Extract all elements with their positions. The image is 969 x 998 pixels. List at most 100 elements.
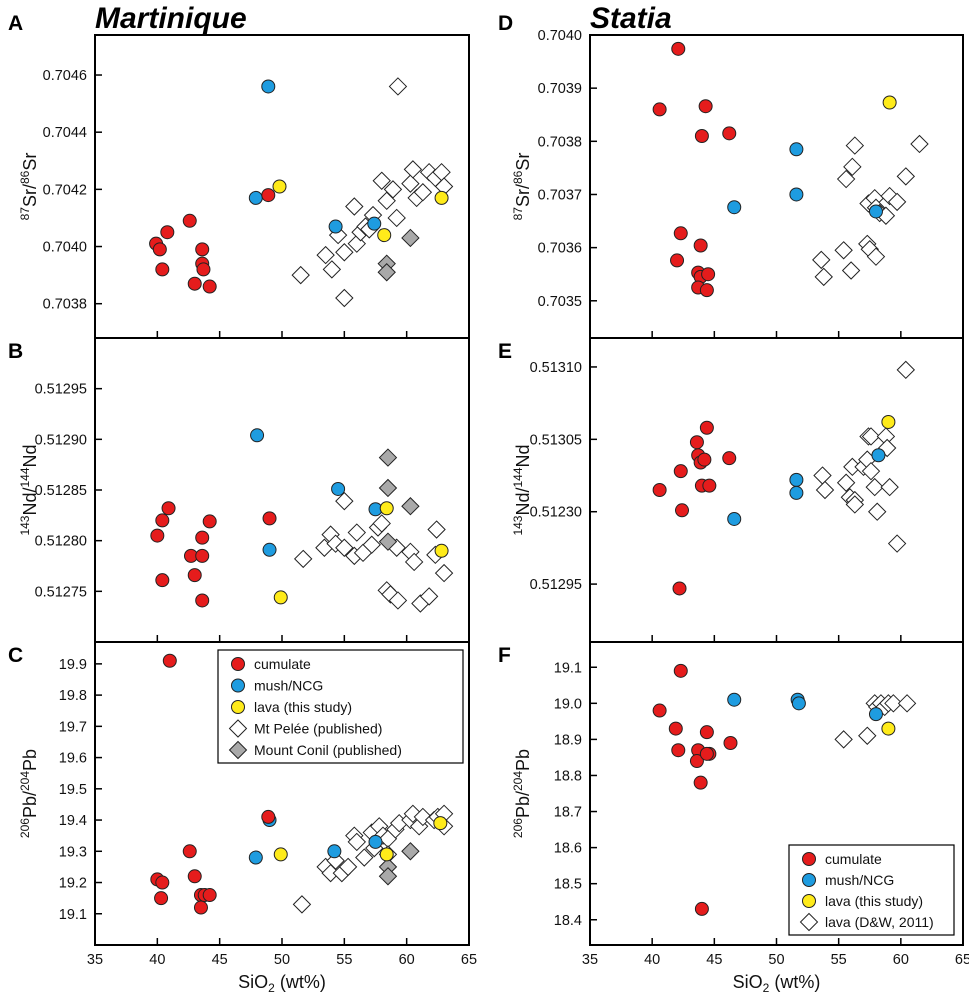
- data-point-circle: [155, 513, 170, 528]
- y-tick-label: 18.6: [554, 841, 582, 857]
- data-point-diamond: [383, 180, 403, 199]
- x-tick-label: 55: [336, 952, 352, 968]
- legend-diamond-marker: [799, 912, 819, 932]
- data-point-circle: [152, 242, 167, 257]
- data-point-diamond: [845, 495, 865, 514]
- data-point-circle: [670, 253, 685, 268]
- y-tick-label: 0.7040: [43, 240, 87, 256]
- y-tick-label: 0.51280: [35, 534, 87, 550]
- legend-circle-marker: [231, 700, 245, 714]
- data-point-diamond: [378, 478, 398, 498]
- data-point-circle: [671, 743, 686, 758]
- data-point-circle: [789, 187, 804, 202]
- data-point-circle: [248, 190, 263, 205]
- legend-label: mush/NCG: [825, 872, 894, 888]
- data-point-diamond: [401, 842, 420, 861]
- legend-item: mush/NCG: [231, 678, 323, 694]
- data-point-diamond: [866, 247, 886, 266]
- panel-d: D 0.7035 0.7036 0.7037 0.7038 0.7039 0.7040 87S…: [498, 12, 964, 339]
- data-point-circle: [182, 844, 197, 859]
- y-tick-label: 0.7038: [538, 134, 582, 150]
- data-point-circle: [261, 79, 276, 94]
- data-point-circle: [723, 736, 738, 750]
- data-point-circle: [701, 267, 716, 282]
- data-point-circle: [882, 95, 897, 110]
- legend-item: lava (D&W, 2011): [799, 912, 934, 932]
- data-point-circle: [379, 501, 394, 516]
- legend-label: Mt Pelée (published): [254, 721, 382, 737]
- data-point-diamond: [861, 461, 881, 481]
- data-point-diamond: [419, 587, 439, 606]
- legend-statia: cumulate mush/NCG lava (this study) lava (D…: [788, 844, 955, 936]
- panel-a: A 0.7038 0.7040 0.7042 0.7044 0.7046 87Sr/86Sr: [8, 12, 470, 339]
- data-point-diamond: [347, 523, 367, 542]
- y-tick-label: 0.7036: [538, 241, 582, 257]
- x-axis-label: SiO2 (wt%): [238, 972, 326, 995]
- data-point-diamond: [338, 857, 358, 877]
- data-point-circle: [262, 511, 277, 526]
- series-lava: [881, 721, 896, 736]
- data-point-circle: [668, 721, 683, 736]
- data-point-diamond: [362, 535, 381, 554]
- y-axis-label: 87Sr/86Sr: [511, 153, 533, 221]
- data-point-diamond: [897, 694, 917, 713]
- data-point-circle: [789, 142, 804, 157]
- series-mush: [250, 428, 383, 557]
- data-point-circle: [791, 696, 806, 711]
- legend-item: mush/NCG: [802, 872, 894, 888]
- y-tick-label: 0.51310: [530, 360, 582, 376]
- data-point-circle: [652, 703, 667, 718]
- data-point-circle: [379, 847, 394, 862]
- x-tick-label: 50: [274, 952, 290, 968]
- series-mush: [727, 142, 883, 219]
- panel-b: B 0.51275 0.51280 0.51285 0.51290 0.51295 143N…: [8, 337, 470, 643]
- data-point-circle: [187, 276, 202, 291]
- data-point-circle: [261, 809, 276, 824]
- y-tick-label: 19.1: [59, 907, 87, 923]
- y-tick-label: 19.5: [59, 782, 87, 798]
- data-point-circle: [727, 692, 742, 707]
- series-lava: [881, 414, 896, 429]
- data-point-circle: [693, 238, 708, 253]
- y-tick-label: 19.3: [59, 844, 87, 860]
- data-point-circle: [694, 129, 709, 143]
- legend-item: lava (this study): [231, 699, 352, 715]
- y-tick-label: 0.7038: [43, 297, 87, 313]
- y-tick-label: 19.9: [59, 657, 87, 673]
- series-lava: [882, 95, 897, 110]
- data-point-diamond: [843, 157, 862, 177]
- panel-letter: D: [498, 12, 513, 35]
- data-point-diamond: [865, 477, 884, 497]
- data-point-diamond: [322, 260, 342, 279]
- y-tick-label: 0.51230: [530, 505, 582, 521]
- legend-circle-marker: [802, 894, 816, 908]
- data-point-circle: [699, 725, 714, 740]
- data-point-circle: [881, 414, 896, 429]
- data-point-diamond: [377, 263, 396, 282]
- legend-label: lava (D&W, 2011): [825, 914, 934, 930]
- y-tick-label: 0.51275: [35, 584, 87, 600]
- x-tick-label: 35: [87, 952, 103, 968]
- y-tick-label: 0.51290: [35, 432, 87, 448]
- data-point-circle: [868, 204, 883, 219]
- series-mount-conil: [378, 842, 420, 886]
- legend-label: lava (this study): [254, 699, 352, 715]
- data-point-circle: [689, 435, 704, 450]
- data-point-circle: [727, 200, 742, 215]
- legend-diamond-marker: [228, 719, 248, 738]
- data-point-diamond: [845, 136, 865, 155]
- data-point-circle: [881, 721, 896, 736]
- data-point-diamond: [910, 134, 929, 154]
- data-point-diamond: [401, 228, 420, 248]
- data-point-circle: [272, 179, 287, 194]
- x-tick-label: 60: [893, 952, 909, 968]
- data-point-diamond: [841, 261, 861, 280]
- data-point-circle: [699, 420, 714, 435]
- panel-letter: E: [498, 340, 512, 363]
- legend-item: cumulate: [802, 851, 882, 867]
- data-point-diamond: [388, 591, 408, 610]
- data-point-circle: [675, 503, 690, 518]
- legend-label: lava (this study): [825, 893, 923, 909]
- data-point-circle: [673, 663, 688, 678]
- legend-box: [217, 649, 464, 764]
